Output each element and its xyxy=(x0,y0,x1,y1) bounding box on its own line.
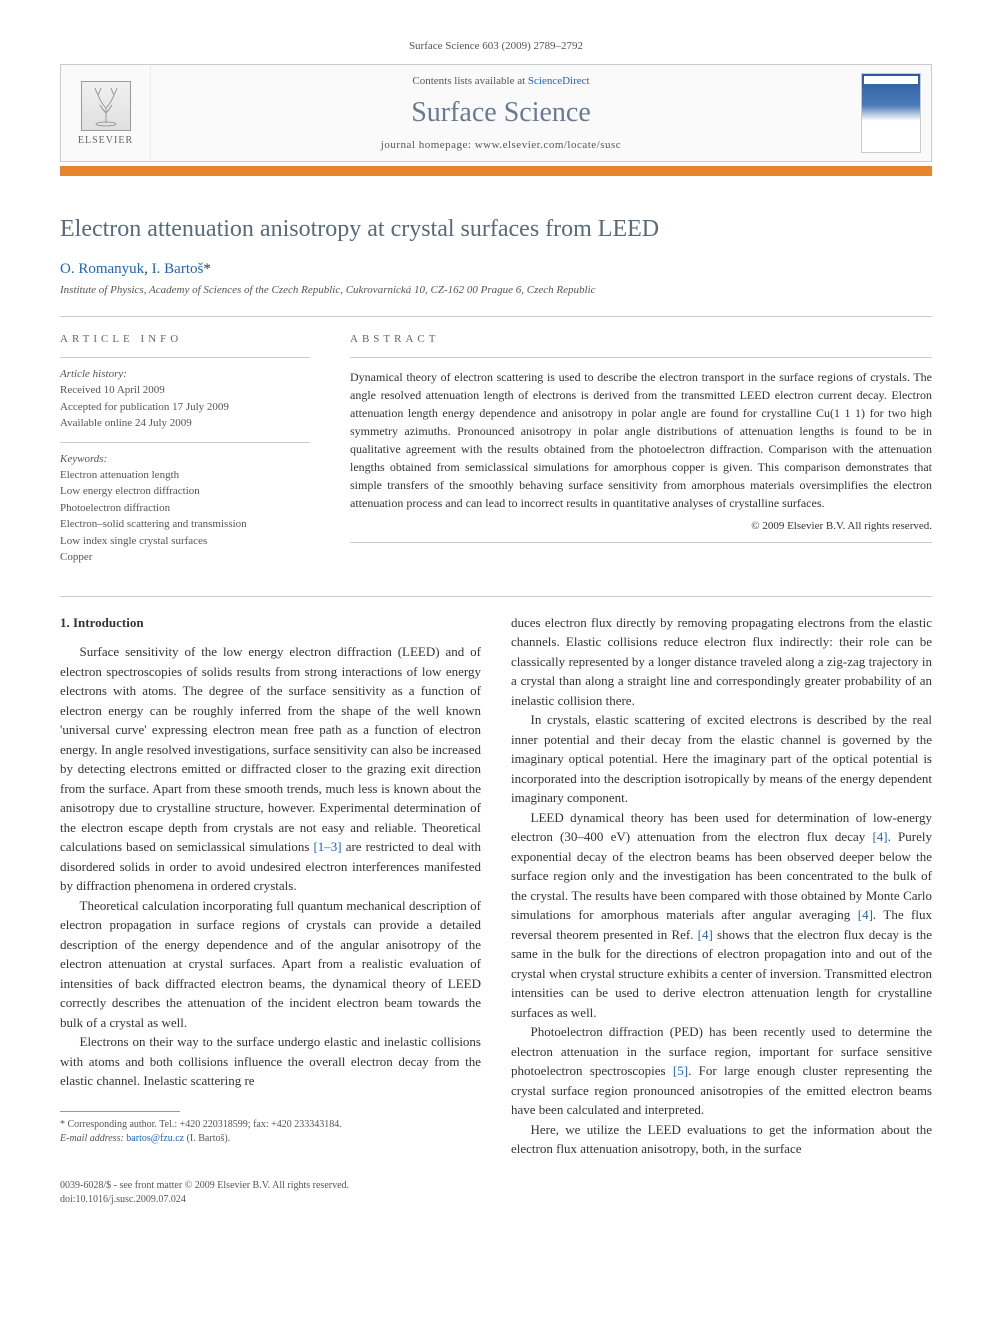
paragraph-5: LEED dynamical theory has been used for … xyxy=(511,808,932,1023)
body-columns: 1. Introduction Surface sensitivity of t… xyxy=(60,613,932,1159)
orange-divider-bar xyxy=(60,166,932,176)
keywords-label: Keywords: xyxy=(60,453,310,465)
authors: O. Romanyuk, I. Bartoš* xyxy=(60,261,932,278)
contents-available: Contents lists available at ScienceDirec… xyxy=(171,75,831,87)
abstract-text: Dynamical theory of electron scattering … xyxy=(350,368,932,512)
elsevier-text: ELSEVIER xyxy=(78,135,133,146)
keyword-5: Low index single crystal surfaces xyxy=(60,533,310,550)
author-bartos-link[interactable]: I. Bartoš xyxy=(152,261,204,277)
journal-reference: Surface Science 603 (2009) 2789–2792 xyxy=(60,40,932,52)
email-suffix: (I. Bartoš). xyxy=(184,1133,230,1144)
affiliation: Institute of Physics, Academy of Science… xyxy=(60,284,932,296)
journal-name: Surface Science xyxy=(171,97,831,129)
paragraph-1: Surface sensitivity of the low energy el… xyxy=(60,642,481,896)
cover-image-icon xyxy=(861,73,921,153)
keyword-4: Electron–solid scattering and transmissi… xyxy=(60,516,310,533)
accepted-date: Accepted for publication 17 July 2009 xyxy=(60,399,310,416)
divider xyxy=(60,316,932,317)
article-title: Electron attenuation anisotropy at cryst… xyxy=(60,216,932,243)
paragraph-3a: Electrons on their way to the surface un… xyxy=(60,1032,481,1091)
bottom-metadata: 0039-6028/$ - see front matter © 2009 El… xyxy=(60,1179,932,1207)
abstract-copyright: © 2009 Elsevier B.V. All rights reserved… xyxy=(350,520,932,532)
journal-homepage: journal homepage: www.elsevier.com/locat… xyxy=(171,139,831,151)
email-label: E-mail address: xyxy=(60,1133,126,1144)
ref-link-4c[interactable]: [4] xyxy=(698,927,713,942)
contents-prefix: Contents lists available at xyxy=(412,75,527,87)
corresponding-footnote: * Corresponding author. Tel.: +420 22031… xyxy=(60,1118,481,1146)
section-1-heading: 1. Introduction xyxy=(60,613,481,633)
author-separator: , xyxy=(144,261,152,277)
journal-cover-thumbnail xyxy=(851,65,931,161)
sciencedirect-link[interactable]: ScienceDirect xyxy=(528,75,590,87)
elsevier-tree-icon xyxy=(81,81,131,131)
corr-email-link[interactable]: bartos@fzu.cz xyxy=(126,1133,184,1144)
keyword-3: Photoelectron diffraction xyxy=(60,500,310,517)
ref-link-4a[interactable]: [4] xyxy=(872,829,887,844)
ref-link-5[interactable]: [5] xyxy=(673,1063,688,1078)
paragraph-3b: duces electron flux directly by removing… xyxy=(511,613,932,711)
paragraph-4: In crystals, elastic scattering of excit… xyxy=(511,710,932,808)
ref-link-1-3[interactable]: [1–3] xyxy=(313,839,341,854)
corr-author-info: * Corresponding author. Tel.: +420 22031… xyxy=(60,1118,481,1132)
abstract-column: ABSTRACT Dynamical theory of electron sc… xyxy=(350,333,932,566)
journal-header: ELSEVIER Contents lists available at Sci… xyxy=(60,64,932,162)
paragraph-6: Photoelectron diffraction (PED) has been… xyxy=(511,1022,932,1120)
article-info-column: ARTICLE INFO Article history: Received 1… xyxy=(60,333,310,566)
keyword-6: Copper xyxy=(60,549,310,566)
online-date: Available online 24 July 2009 xyxy=(60,415,310,432)
corresponding-mark: * xyxy=(203,261,211,277)
issn-line: 0039-6028/$ - see front matter © 2009 El… xyxy=(60,1179,932,1193)
article-info-heading: ARTICLE INFO xyxy=(60,333,310,345)
paragraph-7: Here, we utilize the LEED evaluations to… xyxy=(511,1120,932,1159)
article-history-label: Article history: xyxy=(60,368,310,380)
abstract-heading: ABSTRACT xyxy=(350,333,932,345)
keyword-1: Electron attenuation length xyxy=(60,467,310,484)
ref-link-4b[interactable]: [4] xyxy=(858,907,873,922)
author-romanyuk-link[interactable]: O. Romanyuk xyxy=(60,261,144,277)
keyword-2: Low energy electron diffraction xyxy=(60,483,310,500)
elsevier-logo: ELSEVIER xyxy=(61,65,151,161)
doi-line: doi:10.1016/j.susc.2009.07.024 xyxy=(60,1193,932,1207)
homepage-prefix: journal homepage: xyxy=(381,139,475,151)
paragraph-2: Theoretical calculation incorporating fu… xyxy=(60,896,481,1033)
footnote-separator xyxy=(60,1111,180,1112)
homepage-url: www.elsevier.com/locate/susc xyxy=(475,139,621,151)
received-date: Received 10 April 2009 xyxy=(60,382,310,399)
